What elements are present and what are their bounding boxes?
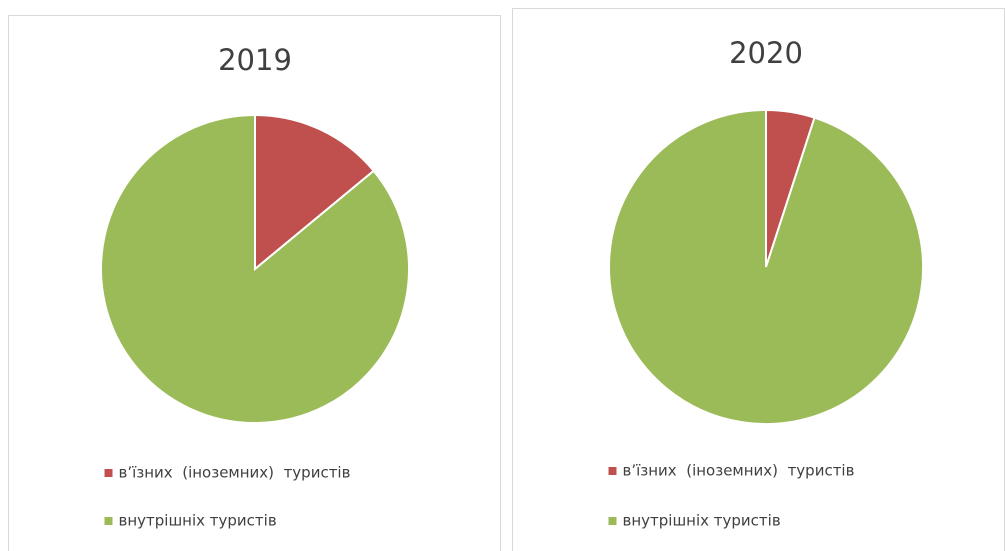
pie-slice bbox=[254, 113, 376, 272]
legend-label: в’їзних (іноземних) туристів bbox=[623, 462, 855, 480]
legend-swatch bbox=[608, 467, 617, 475]
chart: 2019 в’їзних (іноземних) туристів внутрішн… bbox=[8, 15, 501, 551]
chart-title: 2020 bbox=[729, 36, 803, 70]
pie-slice bbox=[100, 113, 410, 424]
legend-swatch bbox=[104, 469, 113, 477]
legend-swatch bbox=[608, 517, 617, 525]
pie-slice bbox=[608, 108, 924, 425]
legend-swatch bbox=[104, 517, 113, 525]
chart-title: 2019 bbox=[218, 43, 292, 77]
chart: 2020 в’їзних (іноземних) туристів внутрішн… bbox=[512, 8, 1005, 551]
legend-label: внутрішніх туристів bbox=[119, 512, 277, 530]
legend-label: в’їзних (іноземних) туристів bbox=[119, 464, 351, 482]
legend-label: внутрішніх туристів bbox=[623, 512, 781, 530]
